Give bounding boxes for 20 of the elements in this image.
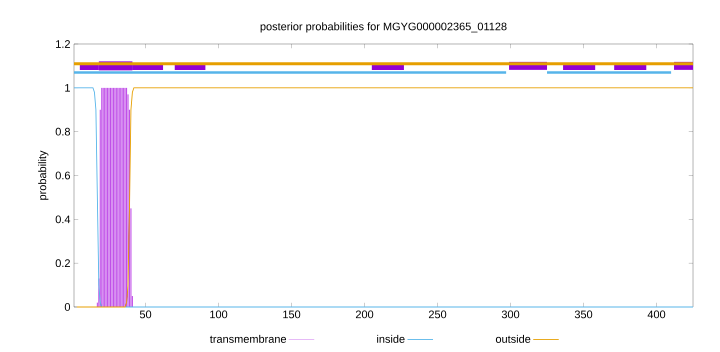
x-tick-label: 300 — [502, 310, 520, 318]
legend-label: inside — [377, 334, 405, 343]
x-tick-label: 400 — [648, 310, 666, 318]
legend-label: transmembrane — [210, 334, 286, 343]
x-tick-label: 150 — [283, 310, 300, 318]
y-tick-label: 0.4 — [56, 215, 70, 224]
y-tick-label: 0 — [64, 303, 70, 311]
y-axis-title: probability — [38, 150, 48, 200]
chart-title: posterior probabilities for MGYG000002365_01128 — [260, 22, 507, 32]
x-tick-label: 250 — [428, 310, 446, 318]
x-tick-label: 200 — [356, 310, 374, 318]
y-tick-label: 1 — [65, 84, 70, 92]
y-tick-label: 0.8 — [56, 128, 70, 136]
x-tick-label: 50 — [140, 310, 152, 318]
y-tick-label: 1.2 — [56, 40, 70, 48]
x-tick-label: 350 — [574, 310, 592, 318]
y-tick-label: 0.2 — [56, 259, 70, 268]
y-tick-label: 0.6 — [56, 172, 70, 180]
legend-label: outside — [496, 334, 530, 343]
x-tick-label: 100 — [210, 310, 228, 318]
